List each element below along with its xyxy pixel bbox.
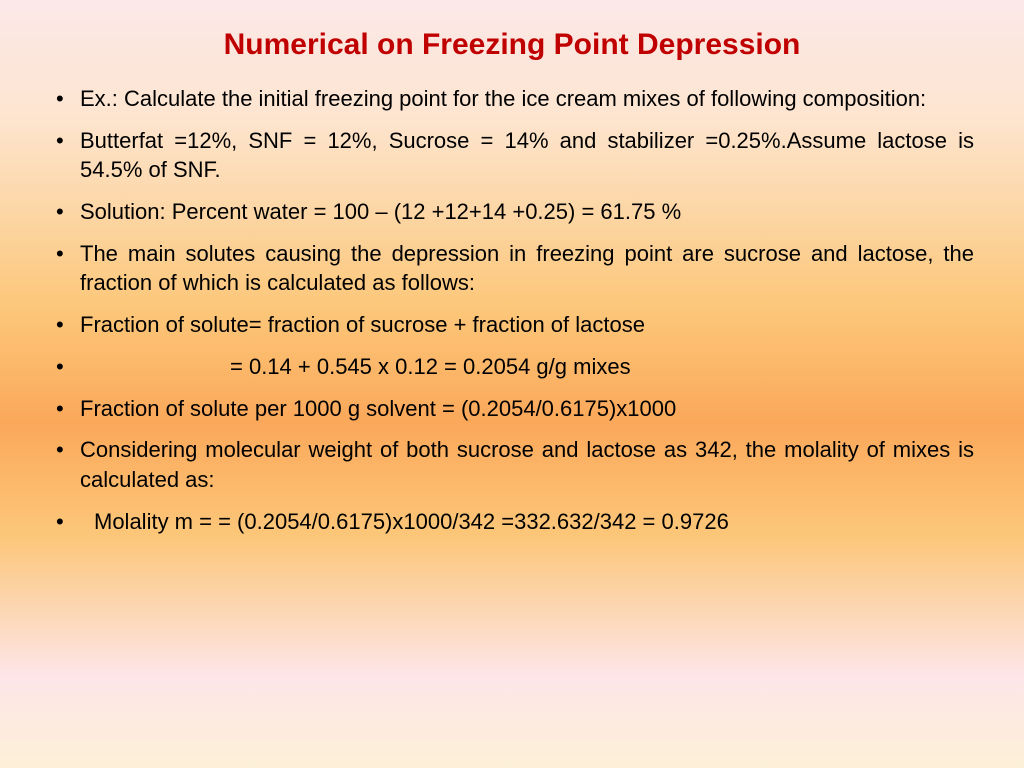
list-item: Fraction of solute= fraction of sucrose … xyxy=(80,310,974,340)
list-item: Ex.: Calculate the initial freezing poin… xyxy=(80,84,974,114)
list-item: The main solutes causing the depression … xyxy=(80,239,974,298)
list-item: Considering molecular weight of both suc… xyxy=(80,435,974,494)
list-item: Butterfat =12%, SNF = 12%, Sucrose = 14%… xyxy=(80,126,974,185)
bullet-list: Ex.: Calculate the initial freezing poin… xyxy=(50,84,974,536)
list-item: = 0.14 + 0.545 x 0.12 = 0.2054 g/g mixes xyxy=(80,352,974,382)
list-item: Solution: Percent water = 100 – (12 +12+… xyxy=(80,197,974,227)
slide-title: Numerical on Freezing Point Depression xyxy=(50,28,974,62)
list-item: Molality m = = (0.2054/0.6175)x1000/342 … xyxy=(80,507,974,537)
list-item: Fraction of solute per 1000 g solvent = … xyxy=(80,394,974,424)
